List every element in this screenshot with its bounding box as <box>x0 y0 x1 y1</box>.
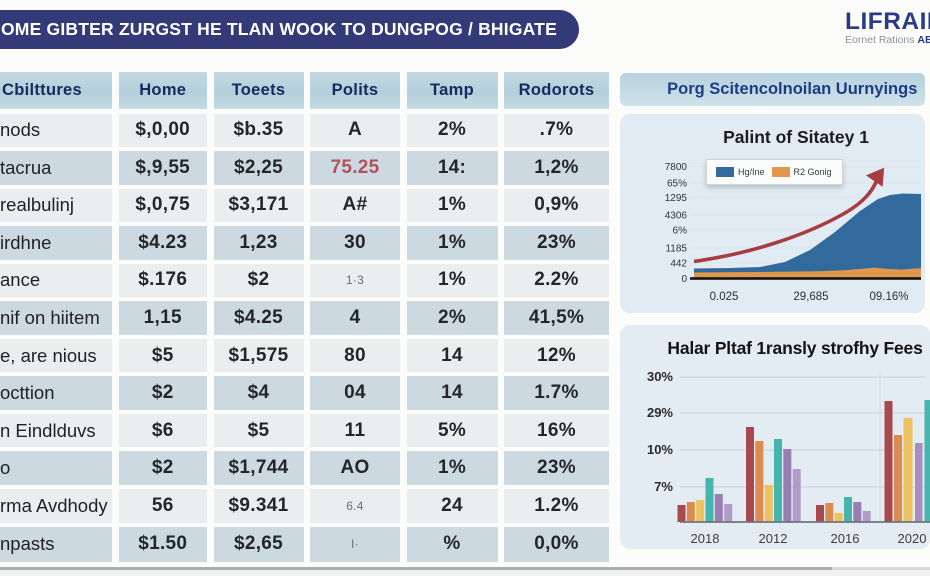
svg-text:0.025: 0.025 <box>710 291 739 303</box>
svg-text:09.16%: 09.16% <box>869 291 908 303</box>
svg-text:0: 0 <box>681 274 687 285</box>
svg-text:2016: 2016 <box>831 531 860 546</box>
svg-text:1185: 1185 <box>665 244 687 255</box>
svg-text:10%: 10% <box>647 442 673 457</box>
svg-text:2020: 2020 <box>898 531 927 546</box>
svg-text:4306: 4306 <box>665 211 688 222</box>
svg-text:6%: 6% <box>673 226 688 237</box>
svg-text:2018: 2018 <box>691 531 720 546</box>
svg-text:30%: 30% <box>647 369 673 384</box>
svg-text:29%: 29% <box>647 405 673 420</box>
svg-text:29,685: 29,685 <box>793 291 828 303</box>
svg-text:7800: 7800 <box>665 162 688 173</box>
svg-text:2012: 2012 <box>759 531 788 546</box>
svg-text:442: 442 <box>670 259 687 270</box>
svg-text:1295: 1295 <box>665 193 688 204</box>
svg-text:7%: 7% <box>654 479 673 494</box>
svg-text:65%: 65% <box>667 179 687 190</box>
